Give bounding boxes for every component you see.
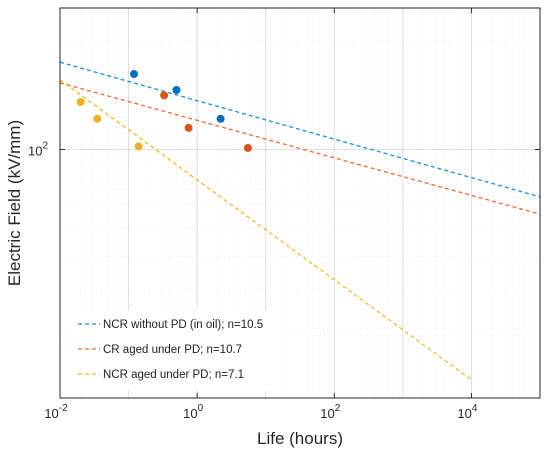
legend-label-series-2: CR aged under PD; n=10.7 — [103, 344, 242, 356]
fit-line-series-2 — [59, 82, 541, 215]
legend-box — [70, 310, 284, 390]
x-tick-label: 102 — [320, 403, 340, 421]
x-axis-label: Life (hours) — [257, 429, 343, 448]
data-point-series-1 — [172, 85, 181, 94]
fit-lines — [59, 61, 541, 381]
legend: NCR without PD (in oil); n=10.5 CR aged u… — [70, 310, 284, 390]
data-point-series-1 — [216, 114, 225, 123]
data-point-series-3 — [134, 142, 143, 151]
data-point-series-2 — [184, 123, 193, 132]
data-point-series-3 — [93, 114, 102, 123]
y-tick-label: 102 — [28, 140, 48, 158]
legend-label-series-3: NCR aged under PD; n=7.1 — [103, 369, 244, 381]
data-points — [76, 70, 252, 152]
data-point-series-2 — [243, 143, 252, 152]
data-point-series-3 — [76, 98, 85, 107]
data-point-series-2 — [160, 91, 169, 100]
fit-line-series-3 — [59, 79, 472, 381]
y-axis-label: Electric Field (kV/mm) — [5, 120, 24, 286]
legend-label-series-1: NCR without PD (in oil); n=10.5 — [103, 319, 263, 331]
x-tick-label: 104 — [457, 403, 477, 421]
fit-line-series-1 — [59, 61, 541, 198]
x-tick-label: 100 — [183, 403, 203, 421]
data-point-series-1 — [130, 70, 139, 79]
plot-frame — [59, 7, 541, 399]
x-tick-label: 10-2 — [44, 403, 68, 421]
